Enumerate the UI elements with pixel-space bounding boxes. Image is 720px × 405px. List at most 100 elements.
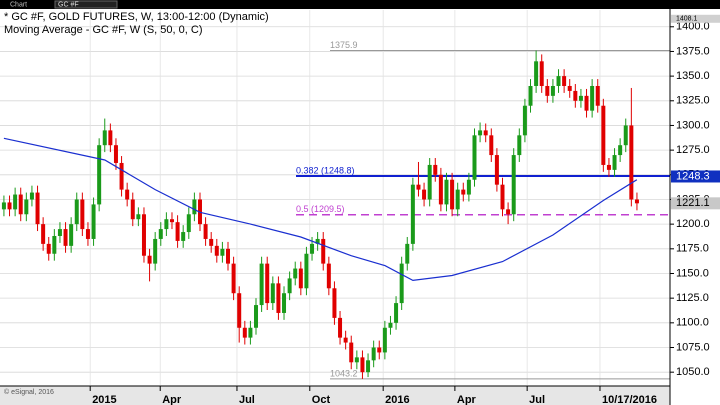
candle-body: [360, 357, 365, 373]
candle-body: [237, 293, 242, 328]
y-tick-label: 1350.0: [676, 70, 710, 82]
y-tick-label: 1125.0: [676, 292, 709, 304]
candle-body: [332, 288, 337, 318]
candle-body: [276, 283, 281, 313]
candle-body: [450, 179, 455, 210]
candle-body: [147, 255, 152, 264]
toolbar-label: Chart: [10, 1, 27, 8]
candle-body: [46, 243, 51, 254]
candle-body: [405, 243, 410, 264]
candle-body: [349, 342, 354, 363]
candle-body: [242, 327, 247, 338]
candle-body: [567, 85, 572, 91]
y-tick-label: 1400.0: [676, 21, 710, 33]
y-tick-label: 1075.0: [676, 341, 710, 353]
candle-body: [371, 347, 376, 361]
candle-body: [164, 219, 169, 230]
candle-body: [270, 283, 275, 304]
candle-body: [259, 263, 264, 306]
candle-body: [18, 194, 23, 215]
y-tick-label: 1325.0: [676, 95, 710, 107]
candle-body: [41, 224, 46, 244]
symbol-input[interactable]: GC #F: [58, 1, 79, 8]
candle-body: [91, 204, 96, 239]
candle-body: [298, 268, 303, 289]
candle-body: [534, 61, 539, 86]
candle-body: [461, 189, 466, 195]
price-tag: [671, 14, 720, 23]
candle-body: [85, 229, 90, 239]
candle-body: [478, 130, 483, 136]
candle-body: [562, 76, 567, 86]
candle-body: [382, 327, 387, 353]
candle-body: [1, 202, 6, 210]
candle-body: [192, 199, 197, 215]
moving-average-line: [3, 137, 638, 282]
y-tick-label: 1150.0: [676, 267, 709, 279]
level-label: 0.382 (1248.8): [296, 165, 355, 175]
candle-body: [489, 135, 494, 156]
candle-body: [399, 263, 404, 304]
y-tick-label: 1275.0: [676, 144, 710, 156]
candle-body: [343, 337, 348, 343]
candle-body: [388, 322, 393, 328]
y-tick-label: 1175.0: [676, 243, 709, 255]
y-tick-label: 1050.0: [676, 366, 710, 378]
candle-body: [63, 229, 68, 246]
level-label: 1375.9: [330, 40, 358, 50]
candle-body: [584, 95, 589, 111]
candle-body: [522, 105, 527, 136]
candle-body: [35, 192, 40, 225]
candle-body: [466, 179, 471, 195]
candle-body: [545, 85, 550, 96]
candle-body: [366, 360, 371, 373]
candle-body: [304, 253, 309, 289]
chart-title: * GC #F, GOLD FUTURES, W, 13:00-12:00 (D…: [4, 11, 269, 23]
price-tag: [671, 170, 720, 183]
candle-body: [500, 184, 505, 210]
x-tick-label: Jul: [529, 394, 545, 405]
y-tick-label: 1100.0: [676, 317, 709, 329]
x-tick-label: Apr: [162, 394, 182, 405]
candle-body: [612, 155, 617, 170]
candle-body: [556, 76, 561, 86]
candle-body: [394, 303, 399, 323]
candle-body: [7, 202, 12, 210]
candle-body: [231, 263, 236, 294]
candle-body: [321, 238, 326, 264]
candle-body: [433, 164, 438, 175]
symbol-box[interactable]: [54, 0, 118, 9]
candle-body: [550, 85, 555, 96]
y-tick-label: 1300.0: [676, 119, 710, 131]
x-tick-label: Oct: [312, 394, 331, 405]
candle-body: [209, 238, 214, 246]
level-label: 0.5 (1209.5): [296, 204, 345, 214]
x-tick-label: Jul: [239, 394, 255, 405]
candle-body: [444, 179, 449, 205]
candle-body: [203, 224, 208, 239]
candle-body: [141, 214, 146, 256]
candle-body: [287, 278, 292, 294]
candle-body: [506, 209, 511, 215]
candle-body: [455, 189, 460, 210]
footer: © eSignal, 2016: [4, 388, 54, 396]
candle-body: [293, 268, 298, 279]
candle-body: [590, 85, 595, 111]
candle-body: [595, 85, 600, 106]
candle-body: [494, 155, 499, 185]
candle-body: [57, 229, 62, 236]
candle-body: [102, 130, 107, 146]
candle-body: [528, 85, 533, 106]
candle-body: [282, 293, 287, 313]
candle-body: [438, 174, 443, 205]
candle-body: [214, 245, 219, 256]
x-axis-band: [0, 386, 670, 405]
candle-body: [186, 214, 191, 233]
candle-body: [113, 145, 118, 163]
candle-body: [483, 130, 488, 136]
x-tick-label: 2016: [385, 394, 409, 405]
candle-body: [13, 194, 18, 210]
candle-body: [254, 305, 259, 328]
candle-body: [220, 248, 225, 256]
